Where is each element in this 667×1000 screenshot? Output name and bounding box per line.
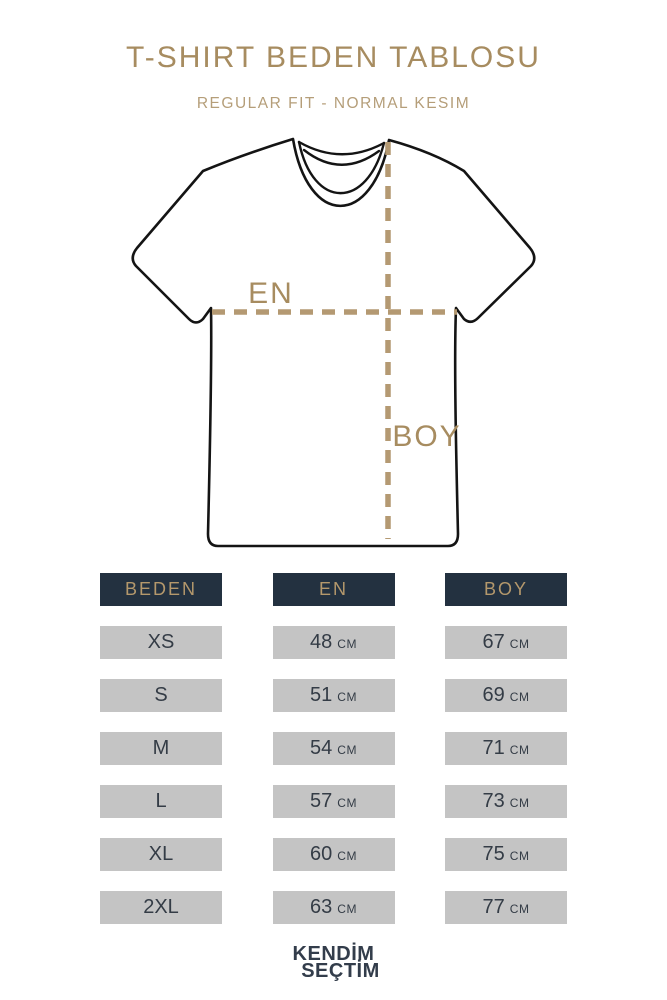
brand-logo: KENDİM SEÇTİM — [0, 943, 667, 982]
table-cell-en-m: 54 CM — [272, 732, 395, 765]
brand-logo-line1: KENDİM — [292, 943, 375, 965]
table-cell-beden-l: L — [100, 785, 222, 818]
table-cell-en-xl: 60 CM — [272, 838, 395, 871]
table-cell-boy-l: 73 CM — [445, 785, 567, 818]
column-header-beden: BEDEN — [100, 573, 222, 606]
table-cell-beden-s: S — [100, 679, 222, 712]
table-cell-beden-xs: XS — [100, 626, 222, 659]
table-cell-en-xs: 48 CM — [272, 626, 395, 659]
table-cell-beden-xl: XL — [100, 838, 222, 871]
table-cell-beden-2xl: 2XL — [100, 891, 222, 924]
table-column-boy: BOY 67 CM 69 CM 71 CM 73 CM 75 CM 77 CM — [445, 573, 567, 924]
brand-logo-line2: SEÇTİM — [301, 960, 380, 982]
column-header-en: EN — [272, 573, 395, 606]
column-cells-en: 48 CM 51 CM 54 CM 57 CM 60 CM 63 CM — [272, 626, 395, 924]
length-measure-label: BOY — [392, 420, 461, 453]
column-header-boy: BOY — [445, 573, 567, 606]
width-measure-label: EN — [248, 277, 294, 310]
table-cell-boy-m: 71 CM — [445, 732, 567, 765]
table-cell-en-s: 51 CM — [272, 679, 395, 712]
page-title: T-SHIRT BEDEN TABLOSU — [126, 41, 541, 74]
table-cell-beden-m: M — [100, 732, 222, 765]
table-cell-boy-xl: 75 CM — [445, 838, 567, 871]
collar-detail-icon — [297, 140, 386, 195]
size-table: BEDEN XS S M L XL 2XL EN 48 CM 51 CM 54 CM 57 CM 60 CM… — [100, 573, 567, 924]
page-subtitle: REGULAR FIT - NORMAL KESIM — [196, 95, 471, 112]
table-column-beden: BEDEN XS S M L XL 2XL — [100, 573, 222, 924]
tshirt-outline-icon — [131, 137, 536, 548]
column-cells-boy: 67 CM 69 CM 71 CM 73 CM 75 CM 77 CM — [445, 626, 567, 924]
table-cell-boy-xs: 67 CM — [445, 626, 567, 659]
table-column-en: EN 48 CM 51 CM 54 CM 57 CM 60 CM 63 CM — [272, 573, 395, 924]
table-cell-boy-2xl: 77 CM — [445, 891, 567, 924]
table-cell-en-2xl: 63 CM — [272, 891, 395, 924]
table-cell-en-l: 57 CM — [272, 785, 395, 818]
column-cells-beden: XS S M L XL 2XL — [100, 626, 222, 924]
table-cell-boy-s: 69 CM — [445, 679, 567, 712]
